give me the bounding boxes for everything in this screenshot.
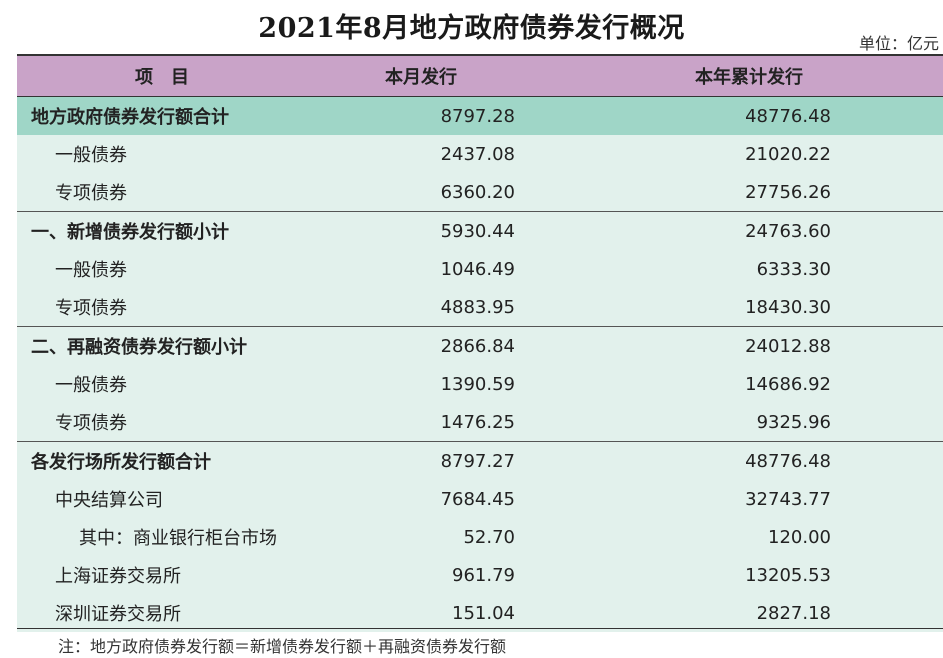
- row-ytd-value: 24763.60: [577, 211, 943, 250]
- table-row: 其中：商业银行柜台市场 52.70 120.00: [17, 518, 943, 556]
- row-ytd-value: 2827.18: [577, 594, 943, 632]
- row-label: 一、新增债券发行额小计: [17, 211, 317, 250]
- table-row: 上海证券交易所 961.79 13205.53: [17, 556, 943, 594]
- row-month-value: 5930.44: [317, 211, 577, 250]
- row-label: 地方政府债券发行额合计: [17, 96, 317, 135]
- header-item: 项 目: [17, 56, 317, 97]
- row-month-value: 52.70: [317, 518, 577, 556]
- row-label: 专项债券: [17, 403, 317, 442]
- row-ytd-value: 14686.92: [577, 365, 943, 403]
- table-row: 地方政府债券发行额合计 8797.28 48776.48: [17, 96, 943, 135]
- header-ytd: 本年累计发行: [577, 56, 943, 97]
- table-header-row: 项 目 本月发行 本年累计发行: [17, 56, 943, 97]
- row-month-value: 1476.25: [317, 403, 577, 442]
- footnote: 注：地方政府债券发行额＝新增债券发行额＋再融资债券发行额: [58, 637, 507, 656]
- table-row: 专项债券 1476.25 9325.96: [17, 403, 943, 442]
- table-row: 各发行场所发行额合计 8797.27 48776.48: [17, 441, 943, 480]
- row-label: 各发行场所发行额合计: [17, 441, 317, 480]
- table-row: 一般债券 1390.59 14686.92: [17, 365, 943, 403]
- row-label: 上海证券交易所: [17, 556, 317, 594]
- table-bottom-rule: [17, 628, 943, 629]
- row-month-value: 8797.27: [317, 441, 577, 480]
- row-month-value: 7684.45: [317, 480, 577, 518]
- table-row: 专项债券 4883.95 18430.30: [17, 288, 943, 327]
- row-month-value: 1390.59: [317, 365, 577, 403]
- row-month-value: 151.04: [317, 594, 577, 632]
- row-label: 深圳证券交易所: [17, 594, 317, 632]
- table-row: 专项债券 6360.20 27756.26: [17, 173, 943, 212]
- table-row: 中央结算公司 7684.45 32743.77: [17, 480, 943, 518]
- row-label: 二、再融资债券发行额小计: [17, 326, 317, 365]
- row-ytd-value: 6333.30: [577, 250, 943, 288]
- unit-label: 单位：亿元: [858, 34, 939, 53]
- table-row: 一般债券 1046.49 6333.30: [17, 250, 943, 288]
- row-month-value: 1046.49: [317, 250, 577, 288]
- row-label: 一般债券: [17, 250, 317, 288]
- page-title: 2021年8月地方政府债券发行概况: [258, 13, 685, 44]
- table-row: 一、新增债券发行额小计 5930.44 24763.60: [17, 211, 943, 250]
- row-month-value: 6360.20: [317, 173, 577, 212]
- row-month-value: 2866.84: [317, 326, 577, 365]
- row-ytd-value: 48776.48: [577, 96, 943, 135]
- row-month-value: 961.79: [317, 556, 577, 594]
- row-label: 专项债券: [17, 288, 317, 327]
- row-month-value: 8797.28: [317, 96, 577, 135]
- row-ytd-value: 13205.53: [577, 556, 943, 594]
- row-ytd-value: 24012.88: [577, 326, 943, 365]
- row-ytd-value: 48776.48: [577, 441, 943, 480]
- table-row: 深圳证券交易所 151.04 2827.18: [17, 594, 943, 632]
- table-row: 二、再融资债券发行额小计 2866.84 24012.88: [17, 326, 943, 365]
- bond-issuance-table: 项 目 本月发行 本年累计发行 地方政府债券发行额合计 8797.28 4877…: [17, 56, 943, 632]
- table-row: 一般债券 2437.08 21020.22: [17, 135, 943, 173]
- row-month-value: 4883.95: [317, 288, 577, 327]
- row-label: 其中：商业银行柜台市场: [17, 518, 317, 556]
- row-ytd-value: 21020.22: [577, 135, 943, 173]
- header-month: 本月发行: [317, 56, 577, 97]
- row-label: 中央结算公司: [17, 480, 317, 518]
- row-label: 专项债券: [17, 173, 317, 212]
- row-label: 一般债券: [17, 365, 317, 403]
- bond-table-container: 项 目 本月发行 本年累计发行 地方政府债券发行额合计 8797.28 4877…: [17, 54, 943, 632]
- row-ytd-value: 9325.96: [577, 403, 943, 442]
- row-ytd-value: 18430.30: [577, 288, 943, 327]
- row-ytd-value: 120.00: [577, 518, 943, 556]
- row-label: 一般债券: [17, 135, 317, 173]
- row-ytd-value: 27756.26: [577, 173, 943, 212]
- row-month-value: 2437.08: [317, 135, 577, 173]
- row-ytd-value: 32743.77: [577, 480, 943, 518]
